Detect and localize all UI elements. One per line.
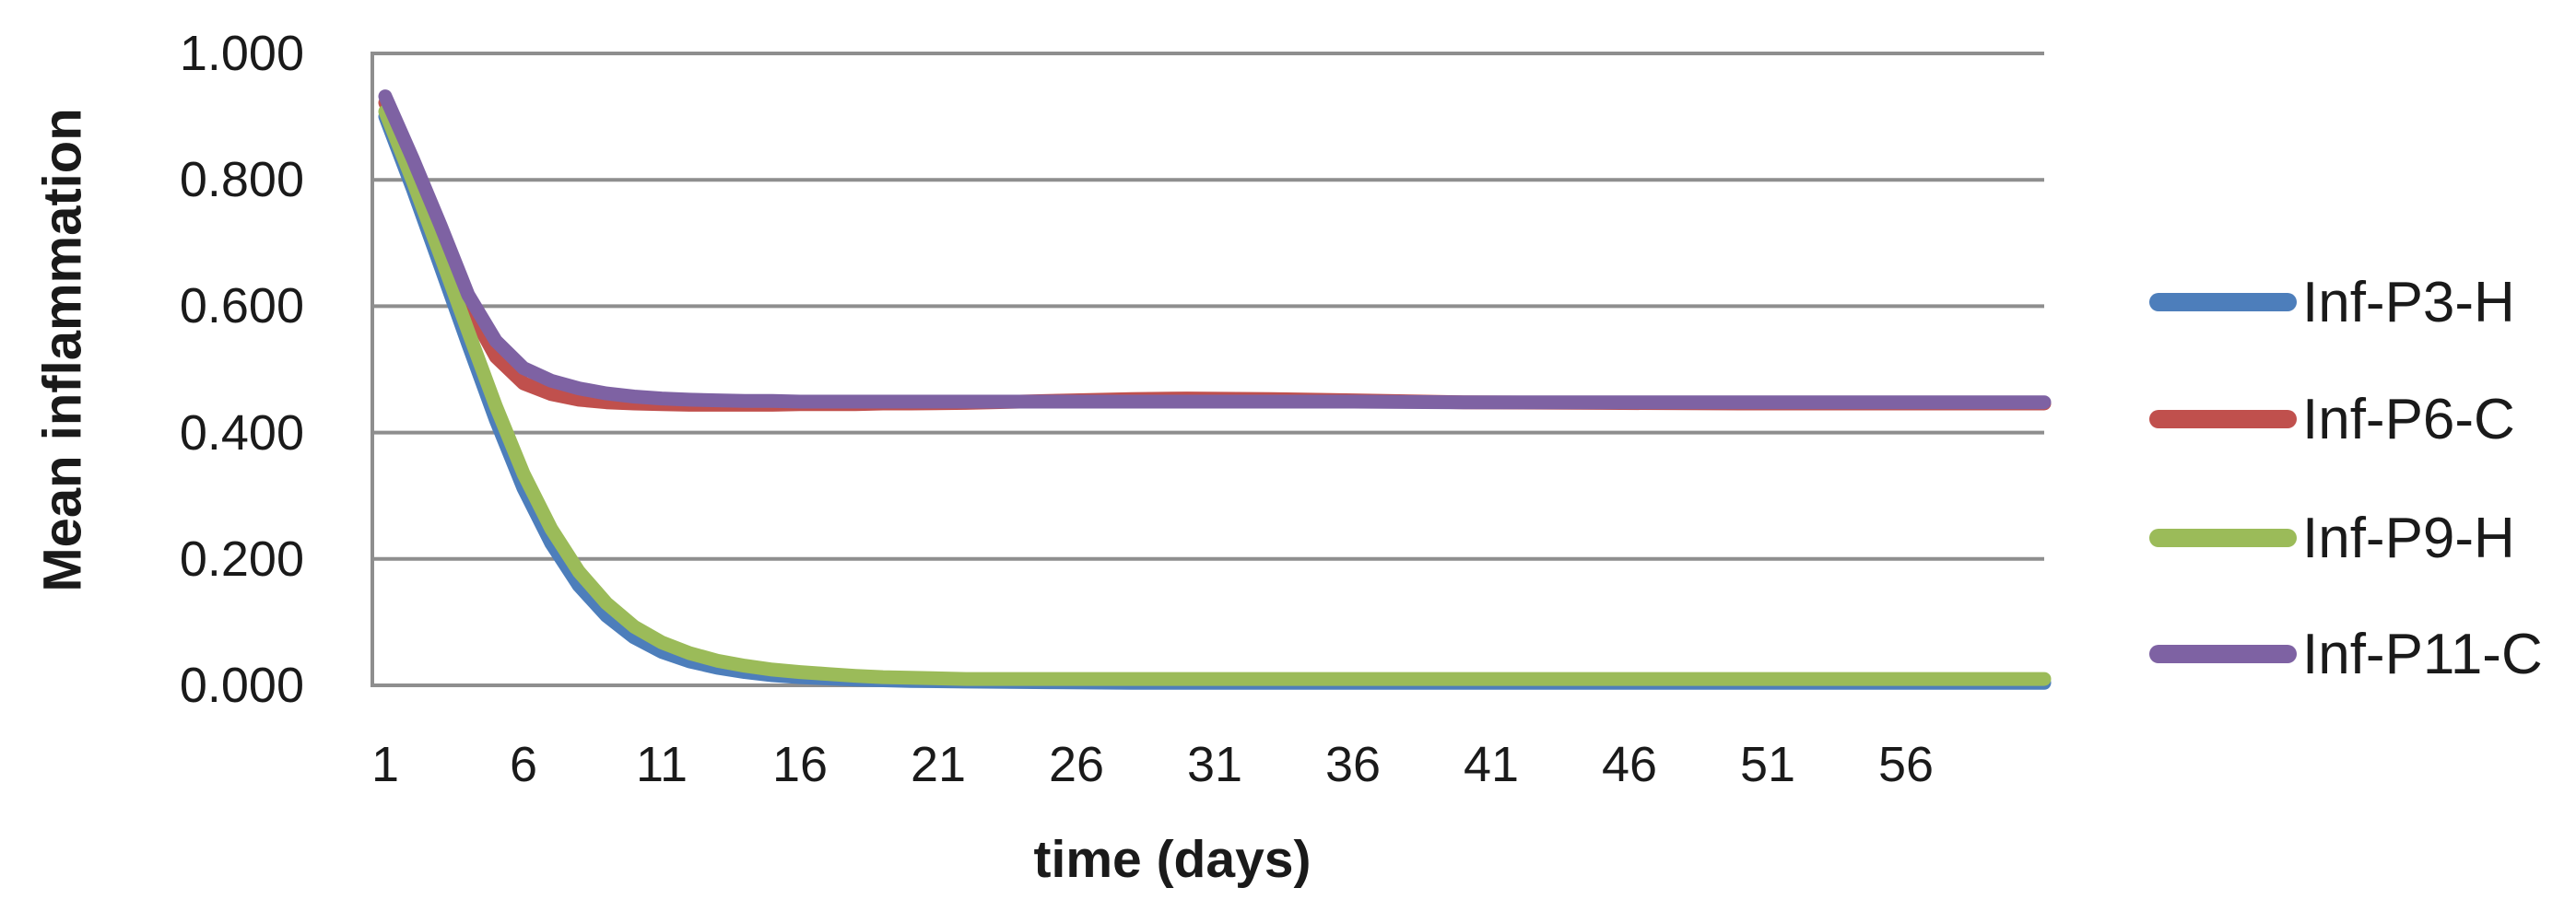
- x-tick-label: 11: [635, 737, 688, 792]
- legend-label: Inf-P3-H: [2302, 270, 2515, 334]
- x-tick-label: 26: [1048, 737, 1105, 792]
- y-tick-label: 0.200: [179, 531, 304, 587]
- x-tick-label: 31: [1186, 737, 1243, 792]
- legend-label: Inf-P11-C: [2302, 622, 2543, 686]
- x-tick-label: 21: [910, 737, 967, 792]
- x-tick-label: 1: [371, 737, 400, 792]
- legend-label: Inf-P9-H: [2302, 506, 2515, 570]
- x-tick-label: 36: [1324, 737, 1382, 792]
- legend-item-Inf-P6-C: Inf-P6-C: [2149, 382, 2515, 456]
- x-tick-label: 51: [1739, 737, 1796, 792]
- x-tick-label: 6: [509, 737, 538, 792]
- x-axis-title: time (days): [1033, 830, 1312, 889]
- series-line-Inf-P9-H: [378, 104, 2052, 686]
- x-tick-label: 46: [1601, 737, 1658, 792]
- x-tick-label: 16: [771, 737, 829, 792]
- y-tick-label: 0.600: [179, 278, 304, 334]
- y-tick-label: 0.000: [179, 658, 304, 713]
- legend-item-Inf-P9-H: Inf-P9-H: [2149, 501, 2515, 575]
- legend-swatch: [2149, 645, 2297, 663]
- series-line-Inf-P11-C: [378, 89, 2052, 410]
- y-tick-label: 0.800: [179, 152, 304, 208]
- legend-item-Inf-P11-C: Inf-P11-C: [2149, 617, 2543, 691]
- y-tick-label: 0.400: [179, 404, 304, 461]
- legend-swatch: [2149, 293, 2297, 311]
- x-tick-label: 56: [1877, 737, 1935, 792]
- series-line-Inf-P6-C: [378, 96, 2052, 412]
- y-tick-label: 1.000: [179, 26, 304, 81]
- x-tick-label: 41: [1463, 737, 1520, 792]
- legend-item-Inf-P3-H: Inf-P3-H: [2149, 265, 2515, 339]
- legend-label: Inf-P6-C: [2302, 387, 2515, 451]
- legend-swatch: [2149, 529, 2297, 547]
- legend-swatch: [2149, 410, 2297, 428]
